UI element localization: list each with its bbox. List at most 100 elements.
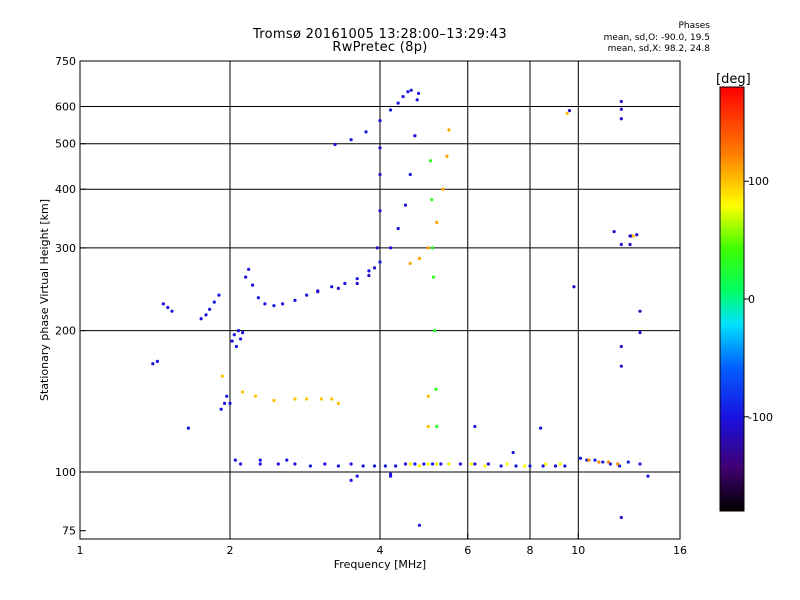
data-point — [212, 300, 216, 304]
data-point — [447, 128, 451, 132]
data-point — [222, 401, 227, 405]
data-point — [433, 329, 437, 333]
colorbar-unit-label: [deg] — [716, 72, 751, 87]
axis-ticks: 1 2 4 6 8 10 16 75 100 200 300 400 500 600 750 — [55, 55, 687, 557]
data-point — [435, 462, 439, 466]
data-point — [597, 460, 601, 464]
data-point — [336, 401, 340, 405]
data-point — [349, 138, 353, 142]
data-point — [403, 462, 408, 466]
data-point — [336, 286, 340, 290]
data-point — [151, 362, 155, 366]
phase-stats-x-mode: mean, sd,X: 98.2, 24.8 — [607, 44, 710, 54]
data-point — [416, 91, 421, 95]
data-point — [247, 267, 251, 271]
x-tick-label: 8 — [527, 544, 534, 557]
data-point — [553, 464, 558, 468]
data-point — [619, 515, 623, 520]
y-tick-label: 100 — [55, 466, 76, 479]
data-point — [280, 302, 285, 306]
data-point — [217, 293, 221, 297]
data-point — [426, 246, 430, 250]
data-point — [378, 172, 382, 177]
y-tick-label: 200 — [55, 325, 76, 338]
data-point — [388, 108, 393, 112]
data-point — [511, 450, 515, 455]
data-point — [619, 107, 623, 111]
data-point — [473, 424, 477, 429]
data-point — [616, 462, 620, 466]
data-point — [430, 462, 435, 466]
data-point — [408, 261, 412, 266]
data-point — [413, 134, 417, 138]
data-point — [263, 302, 267, 306]
data-point — [355, 474, 359, 478]
data-point — [204, 313, 208, 317]
data-point — [258, 458, 262, 462]
data-point — [330, 285, 334, 289]
data-point — [445, 154, 449, 158]
x-tick-label: 16 — [673, 544, 687, 557]
data-point — [364, 130, 368, 134]
data-point — [558, 462, 562, 466]
phase-colorbar — [719, 86, 745, 512]
data-point — [619, 364, 623, 368]
x-tick-label: 1 — [77, 544, 84, 557]
y-tick-label: 750 — [55, 55, 76, 68]
data-point — [355, 281, 359, 286]
data-point — [238, 462, 243, 466]
data-point — [538, 426, 543, 430]
data-point — [333, 142, 337, 147]
data-point — [241, 390, 245, 394]
data-point — [619, 117, 623, 121]
x-tick-label: 2 — [227, 544, 234, 557]
data-point — [619, 242, 623, 247]
data-point — [458, 462, 463, 466]
data-point — [293, 462, 297, 466]
data-point — [426, 424, 430, 429]
data-point — [378, 146, 382, 150]
data-point — [219, 407, 223, 411]
data-point — [619, 99, 623, 104]
data-point — [499, 464, 503, 468]
data-point — [413, 462, 417, 466]
phase-stats-o-mode: mean, sd,O: -90.0, 19.5 — [603, 33, 710, 43]
data-point — [408, 462, 412, 466]
data-point — [319, 397, 323, 401]
data-point — [483, 464, 487, 468]
data-point — [361, 464, 365, 468]
colorbar-ticks: 100 0 -100 — [744, 175, 773, 424]
data-point — [434, 387, 438, 391]
data-point — [409, 88, 413, 92]
data-point — [372, 464, 377, 468]
data-point — [430, 246, 435, 250]
y-tick-label: 600 — [55, 101, 76, 114]
data-point — [567, 109, 572, 113]
data-point — [439, 462, 443, 466]
data-point — [233, 458, 237, 462]
data-point — [469, 462, 473, 466]
data-point — [293, 397, 297, 401]
data-point — [408, 172, 412, 177]
data-point — [272, 398, 276, 403]
data-point — [305, 397, 309, 401]
data-point — [225, 394, 229, 398]
colorbar-tick-label: -100 — [748, 411, 773, 424]
data-point — [415, 98, 419, 102]
data-point — [587, 458, 591, 462]
data-point — [170, 309, 174, 313]
data-point — [441, 187, 445, 191]
data-point — [293, 298, 297, 302]
data-point — [528, 464, 532, 468]
data-point — [378, 118, 382, 123]
data-point — [323, 462, 327, 466]
data-point — [343, 281, 347, 286]
data-point — [305, 293, 309, 297]
data-point — [253, 394, 258, 398]
data-point — [541, 464, 545, 468]
data-point — [349, 462, 353, 466]
y-tick-label: 400 — [55, 183, 76, 196]
data-point — [155, 359, 160, 363]
data-point — [435, 424, 439, 429]
data-point — [276, 462, 280, 466]
